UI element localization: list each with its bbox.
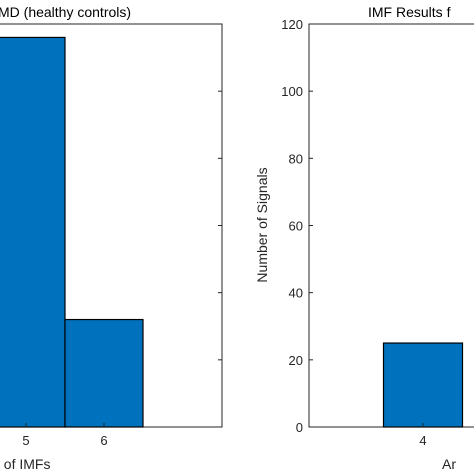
right-x-tick-label-0: 4: [419, 433, 426, 448]
right-bar-0: [382, 342, 464, 428]
right-y-tick-label-1: 20: [289, 353, 303, 368]
right-chart-title: IMF Results f: [368, 4, 451, 20]
left-x-axis-label: t of IMFs: [0, 456, 50, 472]
chart-right: 4 0 20 40 60 80 100 120 IMF Results f Number o…: [254, 4, 474, 472]
left-x-tick-label-0: 5: [22, 433, 29, 448]
left-chart-title: MD (healthy controls): [0, 4, 131, 20]
left-bar-0: [0, 36, 66, 428]
chart-left: 5 6 MD (healthy controls) t of IMFs: [0, 4, 223, 472]
right-x-axis-label: Ar: [442, 456, 456, 472]
right-y-tick-label-5: 100: [281, 84, 303, 99]
right-y-axis-label: Number of Signals: [254, 167, 270, 282]
left-bar-1: [64, 318, 144, 428]
right-y-tick-label-4: 80: [289, 151, 303, 166]
right-y-tick-label-2: 40: [289, 286, 303, 301]
right-y-tick-label-3: 60: [289, 219, 303, 234]
right-y-tick-label-0: 0: [296, 420, 303, 435]
right-y-tick-label-6: 120: [281, 17, 303, 32]
left-x-tick-label-1: 6: [100, 433, 107, 448]
